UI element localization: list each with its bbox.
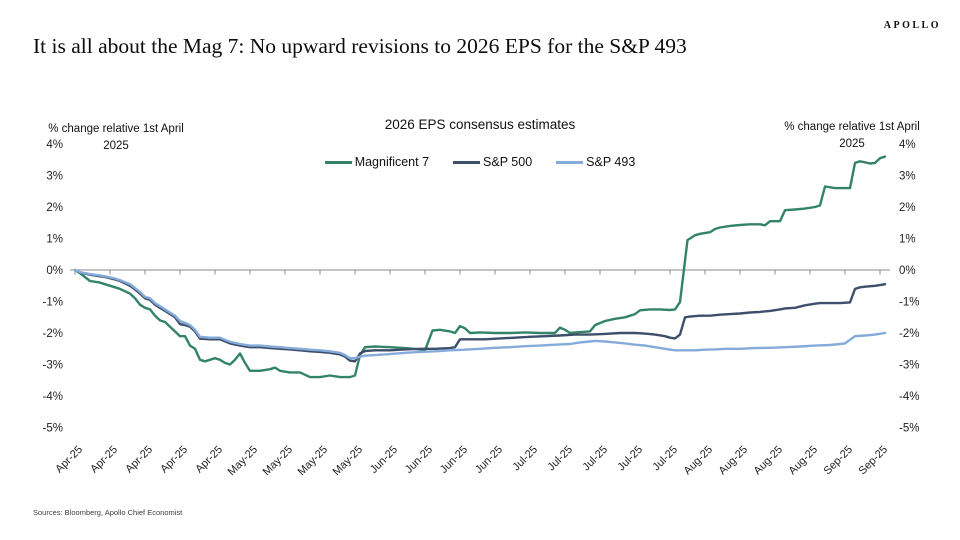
x-tick-label: Apr-25: [158, 444, 190, 476]
y-tick-label-left: -5%: [43, 423, 63, 435]
x-tick-label: Jul-25: [615, 444, 645, 474]
y-tick-label-right: 0%: [899, 265, 916, 277]
legend-label-sp500: S&P 500: [483, 155, 533, 169]
y-tick-label-right: -4%: [899, 391, 919, 403]
x-tick-label: Apr-25: [53, 444, 85, 476]
legend-item-sp493: S&P 493: [556, 155, 635, 169]
x-tick-label: Jun-25: [403, 444, 435, 476]
chart-title: 2026 EPS consensus estimates: [384, 117, 576, 132]
x-tick-label: May-25: [226, 444, 260, 478]
y-tick-label-left: -1%: [43, 297, 63, 309]
y-axis-caption-left-line2: 2025: [103, 139, 129, 152]
page-title: It is all about the Mag 7: No upward rev…: [33, 34, 687, 58]
y-tick-label-right: 1%: [899, 234, 916, 246]
x-tick-label: Jul-25: [510, 444, 540, 474]
x-tick-label: Aug-25: [682, 444, 716, 478]
y-tick-label-left: 2%: [46, 202, 63, 214]
y-tick-label-right: -2%: [899, 328, 919, 340]
y-axis-caption-right-line2: 2025: [839, 137, 865, 150]
y-tick-label-right: 3%: [899, 171, 916, 183]
y-tick-label-right: -5%: [899, 423, 919, 435]
legend-swatch-sp500: [453, 160, 481, 164]
y-axis-caption-right-line1: % change relative 1st April: [784, 121, 920, 133]
x-tick-label: Sep-25: [822, 444, 856, 478]
line-chart: 4% 4% 3% 3% 2% 2% 1% 1% 0% 0% -1% -1% -2% -2% -3% -3% -4…: [43, 139, 920, 478]
y-axis-caption-left: % change relative 1st April 2025: [28, 121, 204, 154]
x-tick-label: May-25: [296, 444, 330, 478]
y-tick-label-right: 2%: [899, 202, 916, 214]
x-tick-label: Jul-25: [650, 444, 680, 474]
x-tick-label: Apr-25: [88, 444, 120, 476]
x-tick-label: Apr-25: [193, 444, 225, 476]
y-tick-label-left: 3%: [46, 171, 63, 183]
y-axis-caption-right: % change relative 1st April 2025: [760, 119, 944, 152]
legend-swatch-magnificent-7: [324, 160, 352, 164]
x-tick-label: Jul-25: [580, 444, 610, 474]
x-tick-label: Jun-25: [473, 444, 505, 476]
y-tick-label-left: 0%: [46, 265, 63, 277]
series-line-s-p-493: [73, 268, 887, 360]
y-tick-label-left: 1%: [46, 234, 63, 246]
legend-label-magnificent-7: Magnificent 7: [354, 155, 430, 169]
y-tick-label-left: -3%: [43, 360, 63, 372]
y-tick-label-right: 4%: [899, 139, 916, 151]
y-tick-label-left: -4%: [43, 391, 63, 403]
y-axis-caption-left-line1: % change relative 1st April: [48, 123, 184, 135]
source-note: Sources: Bloomberg, Apollo Chief Economi…: [33, 508, 183, 517]
x-tick-label: Aug-25: [717, 444, 751, 478]
legend-label-sp493: S&P 493: [586, 155, 636, 169]
x-tick-label: May-25: [331, 444, 365, 478]
x-tick-label: Aug-25: [752, 444, 786, 478]
x-tick-label: Jul-25: [545, 444, 575, 474]
legend-item-magnificent-7: Magnificent 7: [324, 155, 430, 169]
chart-legend: Magnificent 7 S&P 500 S&P 493: [0, 155, 960, 169]
x-tick-label: May-25: [261, 444, 295, 478]
x-tick-label: Apr-25: [123, 444, 155, 476]
y-tick-label-left: -2%: [43, 328, 63, 340]
y-tick-label-right: -3%: [899, 360, 919, 372]
x-tick-label: Sep-25: [857, 444, 891, 478]
legend-item-sp500: S&P 500: [453, 155, 532, 169]
legend-swatch-sp493: [556, 160, 584, 164]
x-tick-label: Aug-25: [787, 444, 821, 478]
y-tick-label-left: 4%: [46, 139, 63, 151]
series-line-magnificent-7: [73, 155, 887, 379]
x-tick-label: Jun-25: [438, 444, 470, 476]
y-tick-label-right: -1%: [899, 297, 919, 309]
x-tick-label: Jun-25: [368, 444, 400, 476]
apollo-logo: APOLLO: [883, 20, 941, 31]
